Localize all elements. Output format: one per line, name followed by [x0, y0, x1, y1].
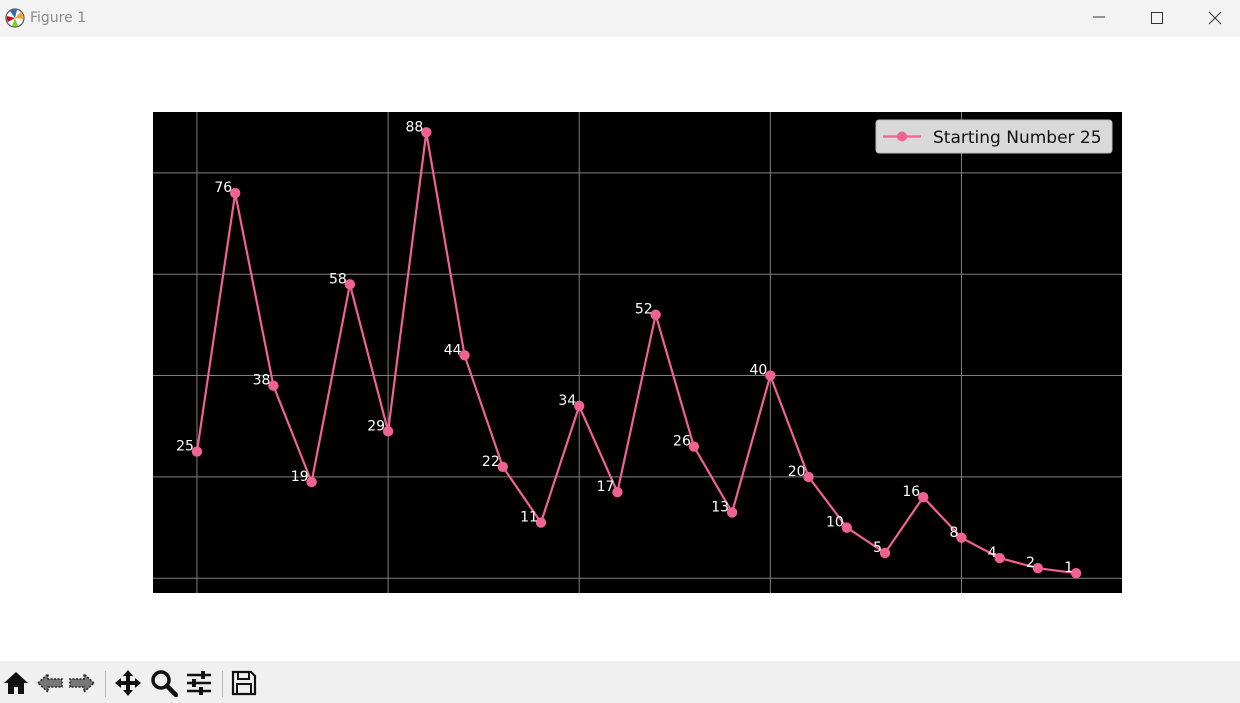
zoom-icon: [151, 670, 178, 697]
series-line-layer: [195, 131, 1077, 575]
data-label: 20: [788, 464, 806, 480]
data-point: [650, 309, 661, 320]
data-points: [191, 127, 1082, 579]
data-label: 34: [558, 393, 576, 409]
legend-marker: [897, 131, 907, 142]
configure-subplots-icon: [187, 671, 211, 695]
data-point: [459, 350, 470, 361]
title-bar: Figure 1: [0, 0, 1240, 37]
plot-area: [153, 112, 1122, 593]
data-label: 13: [711, 499, 729, 515]
data-point: [994, 552, 1005, 564]
window-title: Figure 1: [30, 10, 87, 26]
data-point: [688, 441, 700, 452]
data-point: [956, 532, 967, 543]
data-label: 19: [291, 469, 309, 485]
forward-button[interactable]: [68, 669, 98, 699]
data-label: 10: [826, 515, 844, 531]
data-label: 17: [597, 479, 615, 495]
data-label: 44: [444, 342, 462, 358]
data-label: 52: [635, 302, 653, 318]
grid-lines: [153, 112, 1122, 593]
home-icon: [4, 672, 28, 694]
data-point: [841, 522, 852, 533]
maximize-button[interactable]: [1128, 0, 1186, 37]
data-label: 16: [902, 484, 920, 500]
data-label: 11: [520, 510, 538, 526]
navigation-toolbar: [0, 661, 1240, 703]
data-point: [382, 426, 394, 437]
toolbar-separator: [222, 671, 223, 697]
data-label: 26: [673, 434, 691, 450]
line-chart: 25 76 38 19 58 29 88 44 22 11 34 17 52 26 13 40 20 10 5 16 8…: [153, 112, 1122, 593]
data-label: 4: [988, 545, 997, 561]
back-button[interactable]: [36, 669, 66, 699]
close-button[interactable]: [1186, 0, 1240, 37]
data-label: 29: [367, 418, 385, 434]
data-point: [1032, 562, 1044, 574]
legend: Starting Number 25: [875, 119, 1113, 154]
data-point: [268, 380, 279, 391]
data-label: 25: [176, 439, 194, 455]
data-label: 5: [873, 540, 882, 556]
data-point: [612, 486, 623, 498]
data-point: [535, 517, 547, 528]
data-point: [803, 471, 814, 483]
home-button[interactable]: [2, 669, 32, 699]
data-point: [1070, 568, 1082, 579]
data-label: 58: [329, 271, 347, 287]
data-point: [229, 187, 241, 199]
save-button[interactable]: [230, 669, 260, 699]
data-point: [191, 446, 203, 457]
data-point: [306, 476, 317, 488]
matplotlib-icon: [5, 8, 25, 28]
legend-box: [875, 119, 1113, 154]
data-label: 1: [1064, 560, 1073, 576]
data-point: [918, 492, 929, 503]
configure-subplots-button[interactable]: [185, 669, 215, 699]
data-label: 8: [950, 525, 959, 541]
pan-button[interactable]: [114, 669, 144, 699]
data-point: [421, 127, 432, 138]
data-label: 2: [1026, 555, 1035, 571]
data-labels: 25 76 38 19 58 29 88 44 22 11 34 17 52 26 13 40 20 10 5 16 8…: [176, 119, 1073, 576]
data-point: [497, 461, 508, 472]
maximize-icon: [1151, 12, 1163, 24]
figure-canvas[interactable]: 25 76 38 19 58 29 88 44 22 11 34 17 52 26 13 40 20 10 5 16 8…: [0, 37, 1240, 661]
data-point: [726, 507, 738, 518]
back-icon: [36, 672, 63, 694]
minimize-icon: [1093, 16, 1105, 18]
data-label: 40: [750, 363, 768, 379]
data-label: 38: [253, 373, 271, 389]
forward-icon: [69, 672, 96, 694]
data-label: 76: [214, 180, 232, 196]
toolbar-separator: [105, 671, 106, 697]
minimize-button[interactable]: [1070, 0, 1128, 37]
data-label: 88: [405, 119, 423, 135]
data-label: 22: [482, 454, 500, 470]
data-point: [574, 400, 585, 412]
legend-label: Starting Number 25: [933, 128, 1102, 148]
save-icon: [231, 670, 257, 696]
pan-icon: [115, 670, 141, 696]
close-icon: [1208, 11, 1222, 25]
data-point: [879, 547, 891, 559]
zoom-button[interactable]: [150, 669, 180, 699]
data-point: [344, 279, 356, 290]
data-point: [765, 370, 776, 381]
series-line: [195, 131, 1077, 575]
